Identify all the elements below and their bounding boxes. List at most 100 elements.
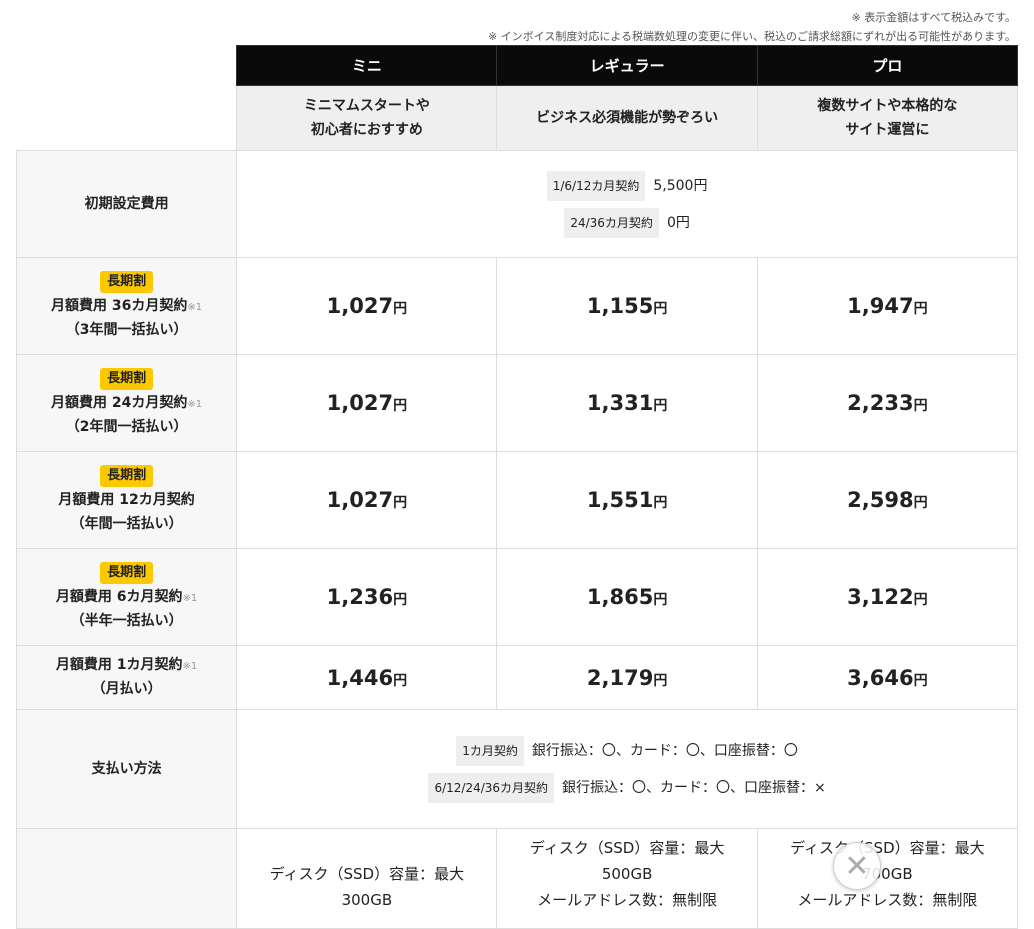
yen-unit: 円	[393, 672, 408, 689]
payment-value: 銀行振込：〇、カード：〇、口座振替：×	[562, 779, 826, 796]
spec-label	[15, 828, 238, 929]
row-title: 月額費用 12カ月契約	[58, 492, 195, 508]
price-cell: 3,122円	[756, 548, 1019, 646]
payment-cell: 1カ月契約 銀行振込：〇、カード：〇、口座振替：〇 6/12/24/36カ月契約銀…	[236, 709, 1018, 829]
price-cell: 2,179円	[496, 645, 758, 710]
price-value: 1,027	[326, 294, 394, 318]
yen-unit: 円	[653, 301, 668, 317]
footnote-mark: ※1	[182, 593, 198, 604]
row-subtitle: （半年一括払い）	[70, 613, 183, 629]
price-cell: 1,947円	[756, 257, 1019, 355]
price-value: 1,947	[847, 294, 914, 318]
price-row-label: 長期割 月額費用 24カ月契約※1 （2年間一括払い）	[15, 354, 238, 452]
price-cell: 1,865円	[496, 548, 758, 646]
footnote-mark: ※1	[182, 661, 198, 672]
contract-tag: 6/12/24/36カ月契約	[428, 772, 555, 803]
spec-line: メールアドレス数：無制限	[797, 891, 978, 909]
spec-pro: ディスク（SSD）容量：最大 700GB メールアドレス数：無制限	[756, 828, 1019, 929]
plan-desc-pro: 複数サイトや本格的な サイト運営に	[756, 85, 1019, 151]
desc-line: 複数サイトや本格的な	[817, 98, 958, 114]
price-cell: 1,331円	[496, 354, 758, 452]
yen-unit: 円	[913, 301, 928, 317]
price-value: 1,446	[326, 665, 394, 690]
desc-line: ビジネス必須機能が勢ぞろい	[536, 110, 719, 126]
price-value: 1,155	[586, 294, 654, 318]
price-value: 2,233	[847, 391, 914, 415]
price-row-label: 長期割月額費用 6カ月契約※1 （半年一括払い）	[15, 548, 238, 646]
spec-line: 500GB	[601, 865, 653, 883]
price-value: 1,331	[586, 391, 654, 415]
footnote-mark: ※1	[187, 399, 203, 410]
price-cell: 1,236円	[236, 548, 498, 646]
price-value: 1,027	[326, 488, 394, 512]
contract-tag: 24/36カ月契約	[564, 207, 659, 238]
notes: ※ 表示金額はすべて税込みです。 ※ インボイス制度対応による税端数処理の変更に…	[488, 8, 1016, 46]
payment-label: 支払い方法	[15, 709, 238, 829]
desc-line: サイト運営に	[845, 122, 930, 138]
price-cell: 2,598円	[756, 451, 1019, 549]
price-row: 月額費用 1カ月契約※1 （月払い） 1,446円 2,179円 3,646円	[15, 645, 1019, 710]
long-term-discount-badge: 長期割	[100, 271, 154, 293]
desc-line: 初心者におすすめ	[310, 122, 423, 138]
pricing-table: ミニ レギュラー プロ ミニマムスタートや 初心者におすすめ ビジネス必須機能が勢…	[15, 45, 1019, 929]
price-cell: 1,155円	[496, 257, 758, 355]
yen-unit: 円	[913, 495, 928, 511]
price-value: 2,179	[586, 665, 654, 690]
long-term-discount-badge: 長期割	[100, 368, 154, 390]
long-term-discount-badge: 長期割	[100, 562, 154, 584]
price-cell: 1,027円	[236, 451, 498, 549]
price-cell: 1,027円	[236, 354, 498, 452]
spec-mini: ディスク（SSD）容量：最大 300GB	[236, 828, 498, 929]
price-value: 1,236	[326, 585, 394, 609]
spec-line: 700GB	[862, 865, 913, 883]
price-row: 長期割 月額費用 12カ月契約 （年間一括払い） 1,027円 1,551円 2,598円	[15, 451, 1019, 549]
price-value: 1,027	[326, 391, 394, 415]
invoice-note: ※ インボイス制度対応による税端数処理の変更に伴い、税込のご請求総額にずれが出る…	[487, 30, 1016, 43]
plan-header-mini: ミニ	[236, 45, 498, 86]
spec-regular: ディスク（SSD）容量：最大 500GB メールアドレス数：無制限	[496, 828, 758, 929]
yen-unit: 円	[653, 592, 668, 608]
spec-line: メールアドレス数：無制限	[537, 891, 718, 909]
price-value: 1,551	[586, 488, 654, 512]
setup-fee-cell: 1/6/12カ月契約 5,500円 24/36カ月契約 0円	[236, 150, 1018, 258]
fee-value: 5,500円	[653, 177, 708, 194]
price-cell: 1,446円	[236, 645, 498, 710]
footnote-mark: ※1	[187, 302, 203, 313]
yen-unit: 円	[913, 672, 928, 689]
price-row: 長期割 月額費用 36カ月契約※1 （3年間一括払い） 1,027円 1,155円 1,9…	[15, 257, 1019, 355]
price-value: 3,122	[847, 585, 914, 609]
price-cell: 2,233円	[756, 354, 1019, 452]
close-icon[interactable]: ✕	[833, 842, 881, 890]
price-row-label: 月額費用 1カ月契約※1 （月払い）	[15, 645, 238, 710]
tax-note: ※ 表示金額はすべて税込みです。	[851, 11, 1016, 24]
price-row: 長期割 月額費用 6カ月契約※1 （半年一括払い） 1,236円 1,865円 3,122…	[15, 548, 1019, 646]
spec-line: ディスク（SSD）容量：最大	[790, 839, 985, 857]
price-value: 2,598	[847, 488, 914, 512]
row-title: 月額費用 1カ月契約	[55, 657, 183, 673]
yen-unit: 円	[393, 495, 408, 511]
contract-tag: 1カ月契約	[456, 735, 524, 766]
plan-header-regular: レギュラー	[496, 45, 758, 86]
price-row: 長期割 月額費用 24カ月契約※1 （2年間一括払い） 1,027円 1,331円 2,2…	[15, 354, 1019, 452]
long-term-discount-badge: 長期割	[100, 465, 154, 487]
price-value: 1,865	[586, 585, 654, 609]
yen-unit: 円	[653, 398, 668, 414]
yen-unit: 円	[393, 301, 408, 317]
row-title: 月額費用 6カ月契約	[55, 589, 183, 605]
price-value: 3,646	[847, 665, 914, 690]
yen-unit: 円	[913, 398, 928, 414]
spec-line: ディスク（SSD）容量：最大	[529, 839, 725, 857]
row-title: 月額費用 36カ月契約	[51, 298, 188, 314]
price-cell: 1,551円	[496, 451, 758, 549]
price-cell: 1,027円	[236, 257, 498, 355]
setup-fee-label: 初期設定費用	[15, 150, 238, 258]
corner	[16, 45, 237, 151]
plan-header-pro: プロ	[756, 45, 1019, 86]
plan-desc-regular: ビジネス必須機能が勢ぞろい	[496, 85, 758, 151]
row-subtitle: （月払い）	[91, 681, 162, 697]
row-subtitle: （3年間一括払い）	[65, 322, 188, 338]
yen-unit: 円	[393, 592, 408, 608]
price-row-label: 長期割 月額費用 12カ月契約 （年間一括払い）	[15, 451, 238, 549]
row-subtitle: （2年間一括払い）	[65, 419, 188, 435]
desc-line: ミニマムスタートや	[303, 98, 430, 114]
